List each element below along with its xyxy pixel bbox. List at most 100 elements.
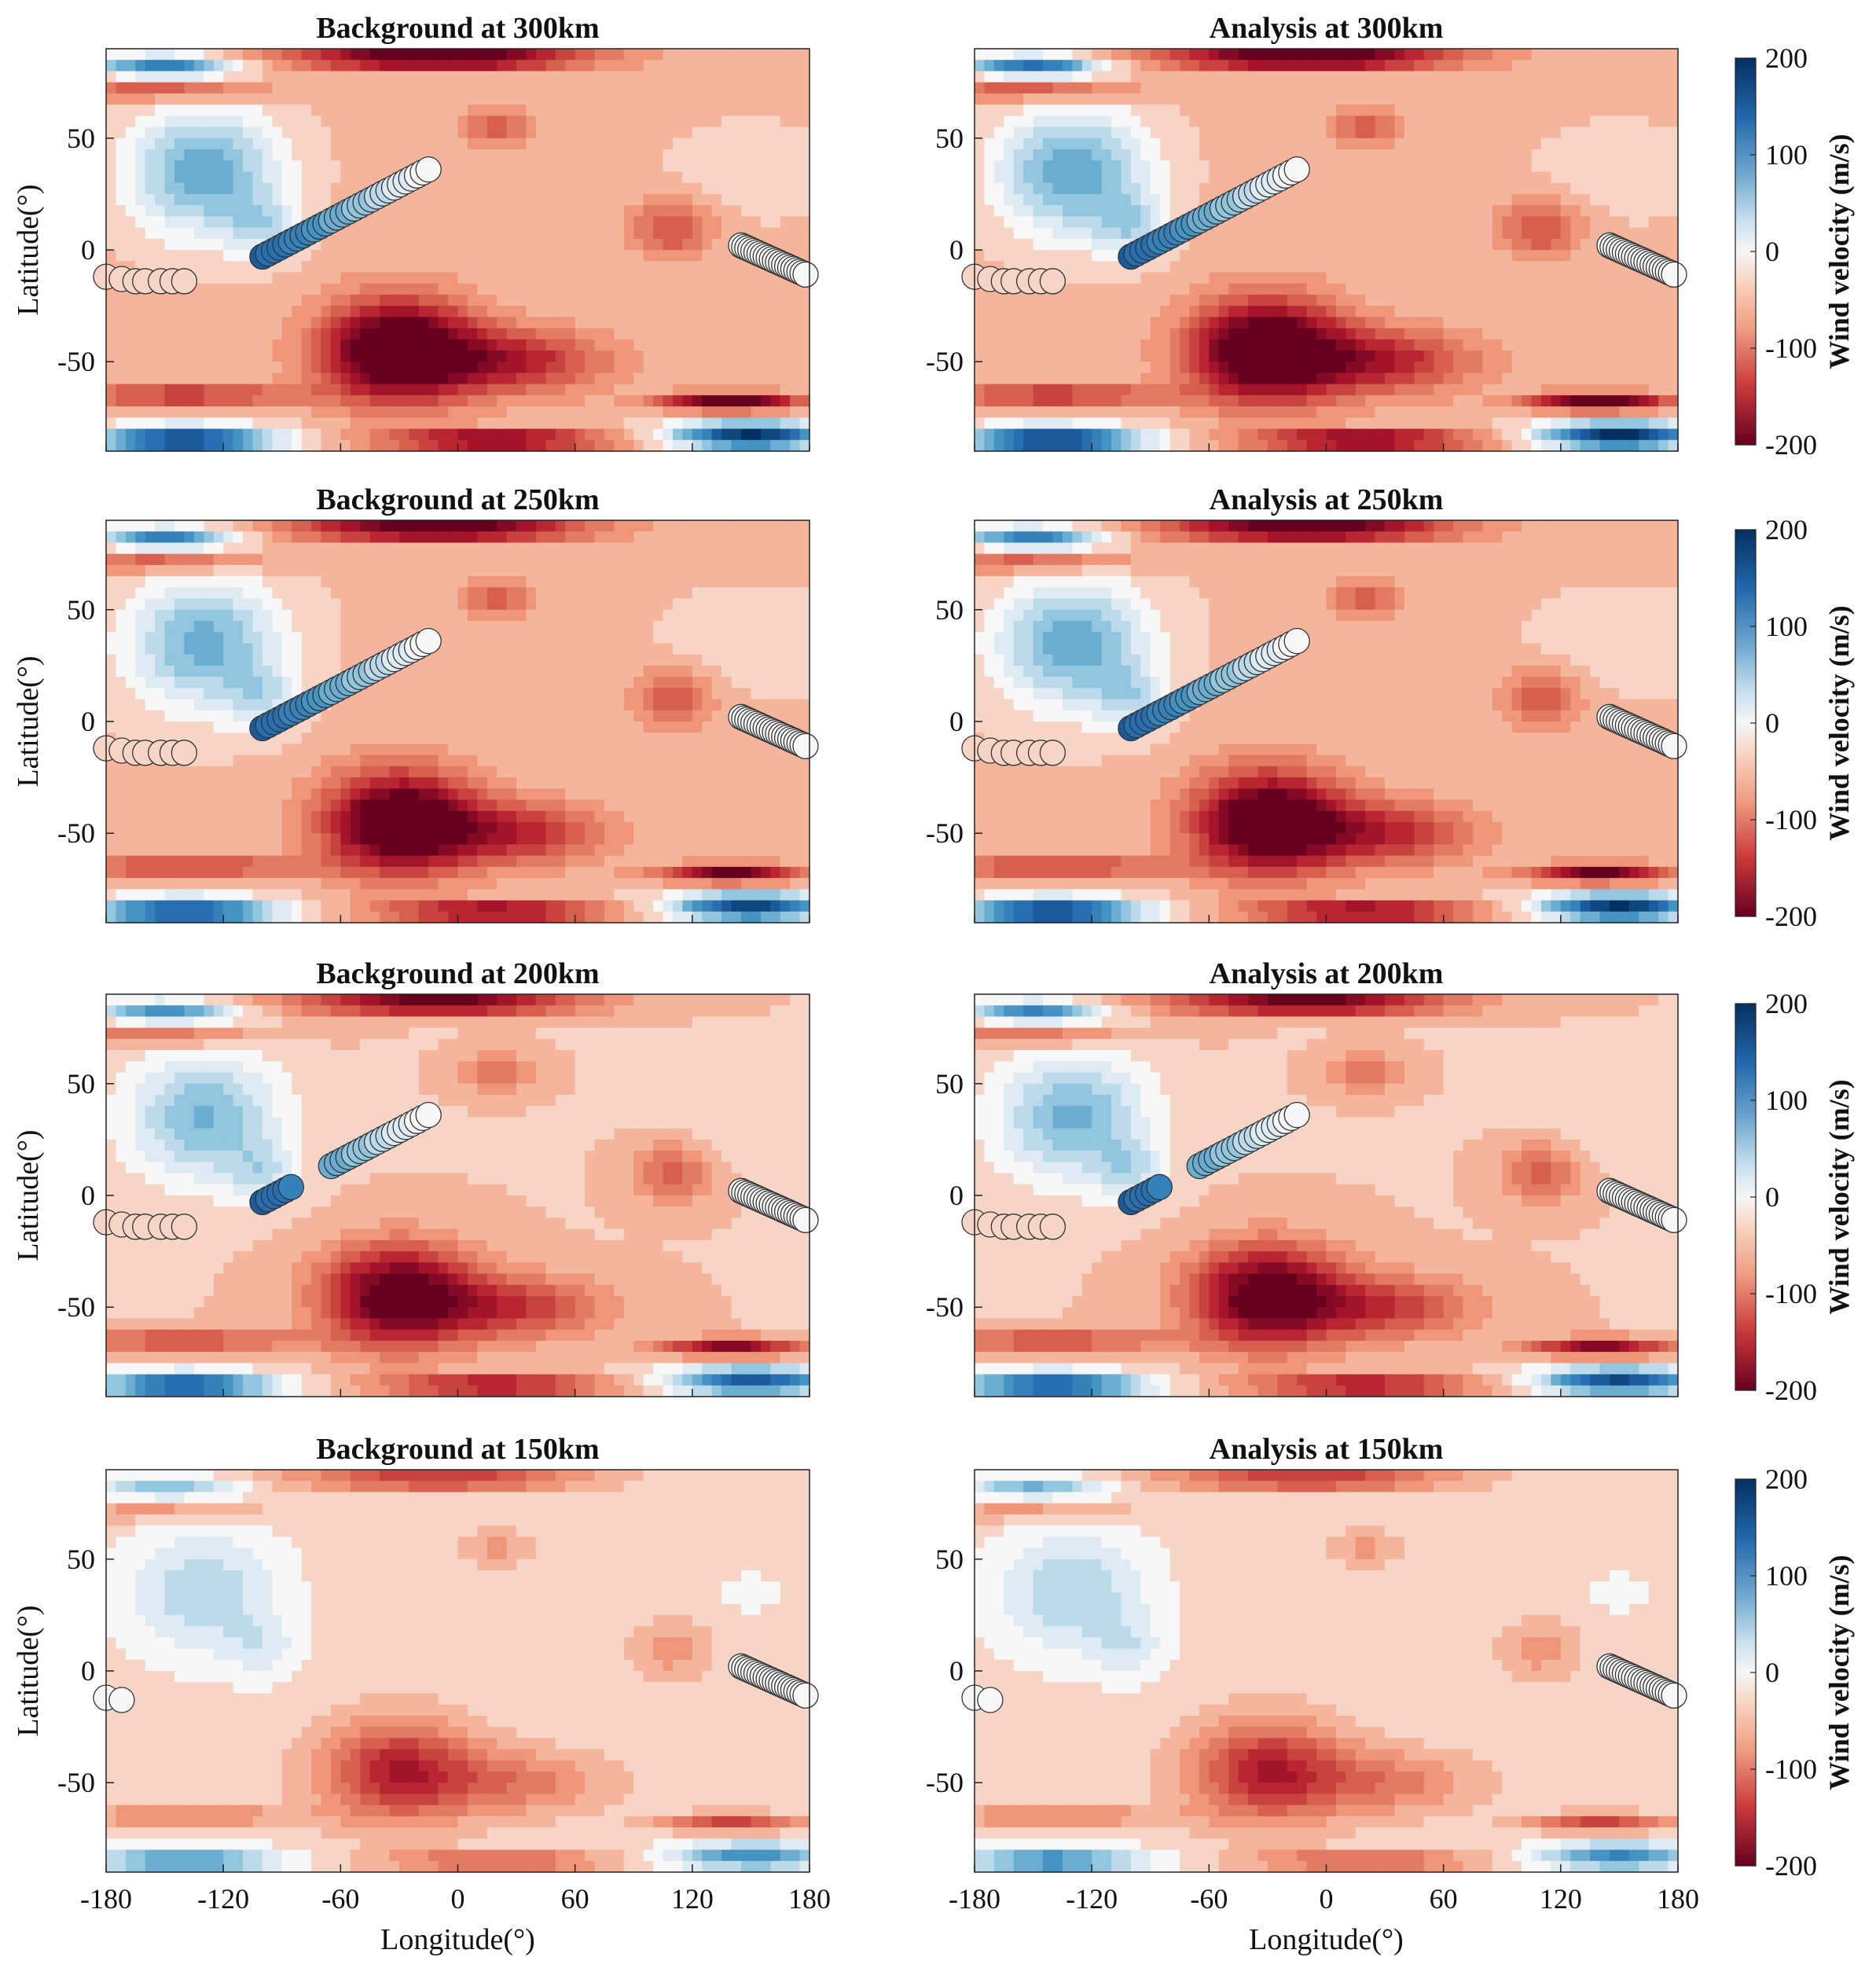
field-cell bbox=[1033, 93, 1044, 105]
field-cell bbox=[252, 283, 263, 296]
field-cell bbox=[1111, 328, 1122, 340]
field-cell bbox=[604, 105, 615, 116]
field-cell bbox=[350, 160, 361, 173]
field-cell bbox=[360, 373, 371, 385]
field-cell bbox=[1189, 306, 1200, 318]
field-cell bbox=[213, 193, 224, 206]
field-cell bbox=[330, 127, 341, 139]
field-cell bbox=[526, 317, 537, 329]
field-cell bbox=[193, 171, 204, 184]
field-cell bbox=[545, 227, 556, 240]
field-cell bbox=[633, 193, 644, 206]
field-cell bbox=[682, 250, 693, 262]
field-cell bbox=[116, 71, 127, 83]
field-cell bbox=[545, 171, 556, 184]
field-cell bbox=[428, 116, 439, 128]
field-cell bbox=[1267, 116, 1278, 128]
field-cell bbox=[369, 216, 380, 229]
field-cell bbox=[1180, 193, 1191, 206]
field-cell bbox=[731, 294, 742, 307]
field-cell bbox=[389, 160, 400, 173]
field-cell bbox=[1013, 328, 1024, 340]
field-cell bbox=[301, 138, 312, 150]
field-cell bbox=[369, 417, 380, 430]
field-cell bbox=[535, 283, 546, 296]
field-cell bbox=[106, 205, 117, 217]
field-cell bbox=[633, 93, 644, 105]
field-cell bbox=[1150, 384, 1161, 396]
field-cell bbox=[623, 384, 634, 396]
field-cell bbox=[428, 250, 439, 262]
field-cell bbox=[535, 373, 546, 385]
field-cell bbox=[1130, 417, 1141, 430]
field-cell bbox=[204, 439, 215, 452]
field-cell bbox=[975, 216, 986, 229]
field-cell bbox=[321, 317, 332, 329]
field-cell bbox=[125, 294, 136, 307]
field-cell bbox=[702, 417, 713, 430]
field-cell bbox=[233, 182, 244, 195]
field-cell bbox=[380, 105, 391, 116]
field-cell bbox=[330, 351, 341, 362]
field-cell bbox=[711, 373, 722, 385]
field-cell bbox=[125, 439, 136, 452]
field-cell bbox=[1130, 395, 1141, 407]
field-cell bbox=[233, 193, 244, 206]
field-cell bbox=[145, 71, 156, 83]
field-cell bbox=[1023, 182, 1034, 195]
field-cell bbox=[1306, 227, 1317, 240]
field-cell bbox=[243, 272, 254, 285]
field-cell bbox=[1335, 93, 1346, 105]
field-cell bbox=[526, 261, 537, 274]
field-cell bbox=[1169, 250, 1180, 262]
field-cell bbox=[1257, 283, 1268, 296]
field-cell bbox=[1189, 182, 1200, 195]
field-cell bbox=[116, 395, 127, 407]
field-cell bbox=[360, 227, 371, 240]
field-cell bbox=[380, 71, 391, 83]
field-cell bbox=[672, 127, 683, 139]
field-cell bbox=[311, 417, 322, 430]
field-cell bbox=[1316, 439, 1327, 452]
field-cell bbox=[721, 82, 732, 94]
field-cell bbox=[643, 373, 654, 385]
field-cell bbox=[975, 205, 986, 217]
field-cell bbox=[1218, 373, 1229, 385]
field-cell bbox=[243, 193, 254, 206]
field-cell bbox=[1511, 71, 1522, 83]
field-cell bbox=[1316, 272, 1327, 285]
field-cell bbox=[1140, 105, 1151, 116]
field-cell bbox=[193, 395, 204, 407]
field-cell bbox=[516, 205, 527, 217]
field-cell bbox=[585, 306, 596, 318]
field-cell bbox=[545, 250, 556, 262]
field-cell bbox=[243, 351, 254, 362]
field-cell bbox=[1423, 306, 1434, 318]
field-cell bbox=[1385, 205, 1396, 217]
field-cell bbox=[1570, 82, 1581, 94]
field-cell bbox=[1443, 105, 1454, 116]
field-cell bbox=[1004, 238, 1015, 251]
field-cell bbox=[457, 328, 468, 340]
field-cell bbox=[1355, 149, 1366, 161]
field-cell bbox=[1346, 417, 1357, 430]
field-cell bbox=[1043, 328, 1054, 340]
field-cell bbox=[1443, 362, 1454, 374]
field-cell bbox=[213, 417, 224, 430]
field-cell bbox=[614, 317, 625, 329]
field-cell bbox=[1218, 428, 1229, 441]
field-cell bbox=[1199, 116, 1210, 128]
field-cell bbox=[301, 351, 312, 362]
field-cell bbox=[1404, 373, 1415, 385]
field-cell bbox=[135, 227, 146, 240]
field-cell bbox=[125, 351, 136, 362]
field-cell bbox=[1101, 428, 1112, 441]
field-cell bbox=[1248, 49, 1259, 61]
field-cell bbox=[1531, 373, 1542, 385]
field-cell bbox=[740, 439, 752, 452]
field-cell bbox=[457, 417, 468, 430]
field-cell bbox=[1531, 71, 1542, 83]
field-cell bbox=[174, 406, 185, 418]
field-cell bbox=[1385, 417, 1396, 430]
field-cell bbox=[1111, 116, 1122, 128]
